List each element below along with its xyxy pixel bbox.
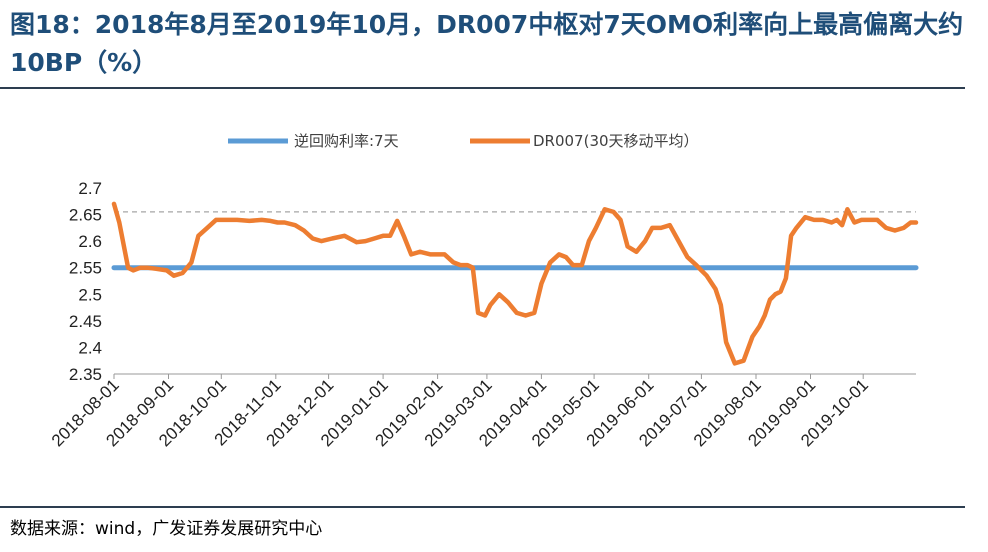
y-tick-label: 2.7 [78, 179, 102, 198]
y-tick-label: 2.45 [69, 312, 102, 331]
legend-label-omo: 逆回购利率:7天 [294, 132, 399, 150]
series-line-dr007 [111, 201, 919, 366]
y-tick-label: 2.6 [78, 232, 102, 251]
y-tick-label: 2.35 [69, 365, 102, 384]
y-tick-label: 2.65 [69, 206, 102, 225]
dr007-line-chart: 逆回购利率:7天 DR007(30天移动平均） 2.72.652.62.552.… [48, 132, 919, 450]
plot-area [111, 201, 919, 366]
figure-title: 图18：2018年8月至2019年10月，DR007中枢对7天OMO利率向上最高… [10, 10, 964, 77]
legend-label-dr007: DR007(30天移动平均） [533, 132, 699, 150]
y-tick-label: 2.55 [69, 259, 102, 278]
y-tick-label: 2.5 [78, 285, 102, 304]
x-axis: 2018-08-012018-09-012018-10-012018-11-01… [48, 373, 916, 450]
legend: 逆回购利率:7天 DR007(30天移动平均） [228, 132, 699, 150]
source-note: 数据来源：wind，广发证券发展研究中心 [10, 519, 323, 539]
bottom-divider [0, 506, 965, 508]
y-axis: 2.7 2.65 2.6 2.55 2.5 2.45 2.4 2.35 [69, 179, 102, 384]
top-divider [0, 87, 965, 89]
y-tick-label: 2.4 [78, 338, 102, 357]
